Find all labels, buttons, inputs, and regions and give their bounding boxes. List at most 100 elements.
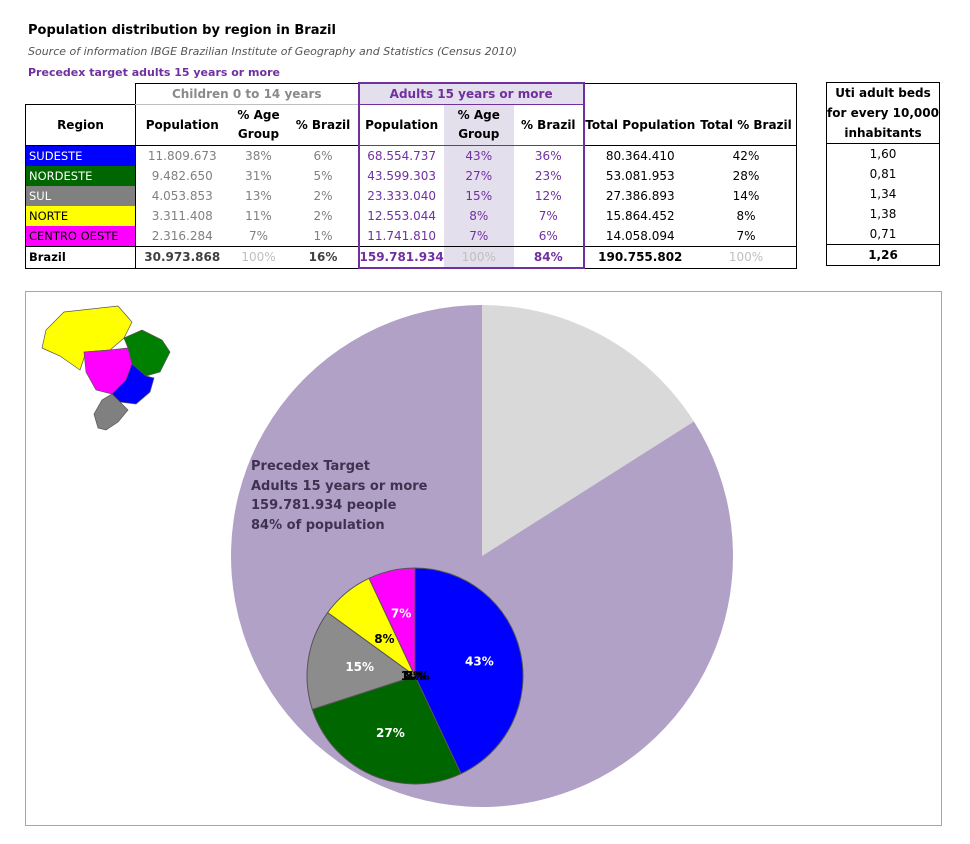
adults-population-cell: 12.553.044	[357, 206, 444, 226]
table-row: SUDESTE 11.809.673 38% 6% 68.554.737 43% 36% 80…	[25, 145, 798, 166]
adults-age-cell: 15%	[443, 186, 514, 206]
total-brazil-cell: 14%	[695, 186, 798, 206]
adults-population-cell: 11.741.810	[357, 226, 444, 247]
total-children-population: 30.973.868	[135, 246, 229, 269]
inner-data-label: 15%	[345, 660, 374, 674]
children-brazil-cell: 2%	[313, 189, 333, 203]
brazil-map-icon	[41, 305, 171, 431]
children-age-cell: 38%	[245, 149, 272, 163]
children-population-cell: 4.053.853	[135, 186, 229, 206]
total-adults-population: 159.781.934	[357, 246, 444, 269]
col-adults-brazil: % Brazil	[513, 104, 585, 146]
col-total-population: Total Population	[583, 104, 696, 146]
adults-age-cell: 27%	[443, 166, 514, 186]
total-children-age: 100%	[228, 246, 289, 269]
table-row: CENTRO OESTE 2.316.284 7% 1% 11.741.810 7% 6% 1…	[25, 226, 798, 247]
total-population-cell: 53.081.953	[605, 169, 675, 183]
col-children-population: Population	[135, 104, 229, 146]
adults-population-cell: 43.599.303	[357, 166, 444, 186]
children-population-cell: 2.316.284	[135, 226, 229, 247]
col-adults-population: Population	[357, 104, 444, 146]
col-adults-age-group: % Age Group	[443, 104, 514, 146]
uti-header: Uti adult beds for every 10,000 inhabita…	[826, 82, 940, 144]
label-line: Precedex Target	[251, 459, 371, 474]
children-brazil-cell: 6%	[313, 149, 333, 163]
total-brazil-cell: 42%	[695, 145, 798, 166]
region-cell: CENTRO OESTE	[25, 226, 136, 247]
adults-brazil-cell: 6%	[513, 226, 585, 247]
children-age-cell: 31%	[245, 169, 272, 183]
col-region: Region	[25, 104, 136, 146]
page-title: Population distribution by region in Bra…	[28, 23, 336, 38]
total-brazil-cell: 8%	[695, 206, 798, 226]
children-age-cell: 11%	[245, 209, 272, 223]
inner-data-label: 27%	[376, 726, 405, 740]
total-population-cell: 27.386.893	[605, 189, 675, 203]
source-note: Source of information IBGE Brazilian Ins…	[28, 45, 517, 58]
children-population-cell: 3.311.408	[135, 206, 229, 226]
children-age-cell: 7%	[248, 229, 269, 243]
target-note: Precedex target adults 15 years or more	[28, 66, 280, 79]
precedex-target-label: Precedex Target Adults 15 years or more …	[251, 457, 427, 535]
adults-population-cell: 68.554.737	[357, 145, 444, 166]
total-brazil-total: 100%	[695, 246, 798, 269]
children-brazil-cell: 1%	[313, 229, 333, 243]
uti-value: 0,81	[869, 167, 897, 181]
table-row: NORDESTE 9.482.650 31% 5% 43.599.303 27% 23% 53…	[25, 166, 798, 186]
outer-slice-children-0-to-14-years	[482, 305, 694, 556]
uti-value-total: 1,26	[868, 248, 898, 262]
total-population-cell: 15.864.452	[605, 209, 675, 223]
adults-age-cell: 8%	[443, 206, 514, 226]
inner-slice-centro-oeste	[368, 567, 416, 677]
total-adults-brazil: 84%	[513, 246, 585, 269]
children-brazil-cell: 5%	[313, 169, 333, 183]
children-population-cell: 11.809.673	[135, 145, 229, 166]
inner-data-label: 7%	[405, 669, 425, 683]
label-line: 84% of population	[251, 517, 385, 533]
total-brazil-cell: 7%	[695, 226, 798, 247]
total-population-total: 190.755.802	[583, 246, 696, 269]
table-row: NORTE 3.311.408 11% 2% 12.553.044 8% 7% 15.864.…	[25, 206, 798, 226]
uti-beds-table: Uti adult beds for every 10,000 inhabita…	[826, 82, 940, 266]
adults-brazil-cell: 23%	[513, 166, 585, 186]
adults-brazil-cell: 36%	[513, 145, 585, 166]
inner-slice-sul	[306, 611, 417, 711]
total-children-brazil: 16%	[288, 246, 359, 269]
uti-value: 0,71	[826, 224, 940, 245]
uti-value: 1,38	[869, 207, 897, 221]
total-brazil-cell: 28%	[695, 166, 798, 186]
region-cell: SUL	[25, 186, 136, 206]
group-adults-header: Adults 15 years or more	[357, 82, 585, 105]
group-children-header: Children 0 to 14 years	[135, 82, 359, 105]
adults-brazil-cell: 12%	[513, 186, 585, 206]
total-population-cell: 14.058.094	[605, 229, 675, 243]
inner-slice-sudeste	[414, 567, 524, 775]
total-adults-age: 100%	[443, 246, 514, 269]
adults-brazil-cell: 7%	[513, 206, 585, 226]
inner-data-label: 8%	[374, 632, 394, 646]
population-table: Children 0 to 14 years Adults 15 years o…	[25, 82, 798, 269]
col-children-brazil: % Brazil	[288, 104, 359, 146]
region-cell: NORTE	[25, 206, 136, 226]
children-population-cell: 9.482.650	[135, 166, 229, 186]
adults-age-cell: 7%	[443, 226, 514, 247]
inner-slice-nordeste	[311, 675, 462, 785]
uti-value: 1,60	[869, 147, 897, 161]
adults-age-cell: 43%	[443, 145, 514, 166]
total-region-cell: Brazil	[25, 246, 136, 269]
children-brazil-cell: 2%	[313, 209, 333, 223]
col-children-age-group: % Age Group	[228, 104, 289, 146]
table-total-row: Brazil 30.973.868 100% 16% 159.781.934 100% 84…	[25, 246, 798, 269]
total-population-cell: 80.364.410	[605, 149, 675, 163]
table-row: SUL 4.053.853 13% 2% 23.333.040 15% 12% 27.386.…	[25, 186, 798, 206]
region-cell: SUDESTE	[25, 145, 136, 166]
adults-population-cell: 23.333.040	[357, 186, 444, 206]
label-line: Adults 15 years or more	[251, 478, 428, 494]
children-age-cell: 13%	[245, 189, 272, 203]
region-cell: NORDESTE	[25, 166, 136, 186]
uti-value: 1,34	[869, 187, 897, 201]
label-line: 159.781.934 people	[251, 498, 397, 513]
col-total-brazil: Total % Brazil	[695, 104, 798, 146]
inner-data-label: 43%	[465, 655, 494, 669]
